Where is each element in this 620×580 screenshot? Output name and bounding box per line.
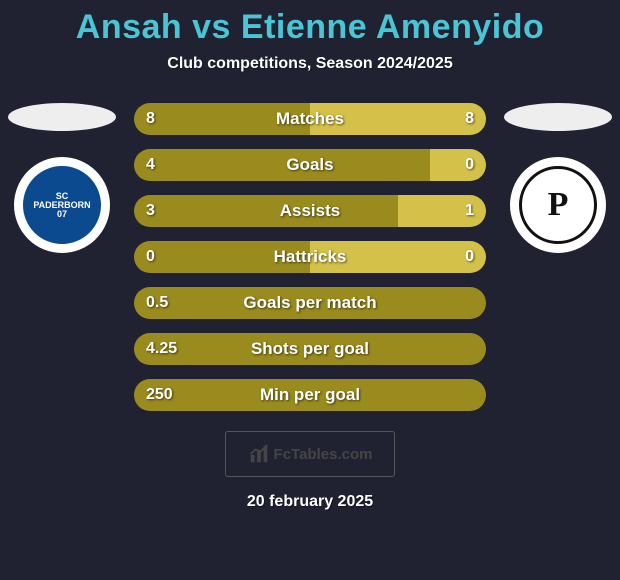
- left-club-badge-text: SC PADERBORN 07: [23, 166, 101, 244]
- stat-bars: Matches88 Goals40 Assists31 Hattricks00 Goal…: [134, 103, 486, 411]
- right-club-badge: P: [510, 157, 606, 253]
- stat-bar-left-segment: [134, 241, 310, 273]
- chart-icon: [248, 443, 270, 465]
- stat-bar-row: Shots per goal4.25: [134, 333, 486, 365]
- stat-bar-left-segment: [134, 379, 486, 411]
- stat-bar-left-segment: [134, 195, 398, 227]
- subtitle: Club competitions, Season 2024/2025: [0, 55, 620, 73]
- left-player-column: SC PADERBORN 07: [8, 103, 116, 253]
- stat-bar-left-segment: [134, 287, 486, 319]
- stat-bar-row: Assists31: [134, 195, 486, 227]
- comparison-layout: SC PADERBORN 07 Matches88 Goals40 Assists3…: [0, 103, 620, 411]
- stat-bar-right-segment: [398, 195, 486, 227]
- comparison-infographic: Ansah vs Etienne Amenyido Club competiti…: [0, 0, 620, 580]
- stat-bar-right-segment: [430, 149, 486, 181]
- right-club-badge-text: P: [519, 166, 597, 244]
- stat-bar-left-segment: [134, 149, 430, 181]
- stat-bar-row: Hattricks00: [134, 241, 486, 273]
- brand-text: FcTables.com: [274, 446, 373, 463]
- page-title: Ansah vs Etienne Amenyido: [0, 8, 620, 47]
- left-country-flag: [8, 103, 116, 131]
- stat-bar-row: Goals40: [134, 149, 486, 181]
- stat-bar-row: Min per goal250: [134, 379, 486, 411]
- stat-bar-row: Matches88: [134, 103, 486, 135]
- brand-logo: FcTables.com: [225, 431, 395, 477]
- right-player-column: P: [504, 103, 612, 253]
- footer-date: 20 february 2025: [0, 493, 620, 511]
- stat-bar-left-segment: [134, 103, 310, 135]
- stat-bar-right-segment: [310, 103, 486, 135]
- right-country-flag: [504, 103, 612, 131]
- stat-bar-row: Goals per match0.5: [134, 287, 486, 319]
- left-club-badge: SC PADERBORN 07: [14, 157, 110, 253]
- stat-bar-right-segment: [310, 241, 486, 273]
- stat-bar-left-segment: [134, 333, 486, 365]
